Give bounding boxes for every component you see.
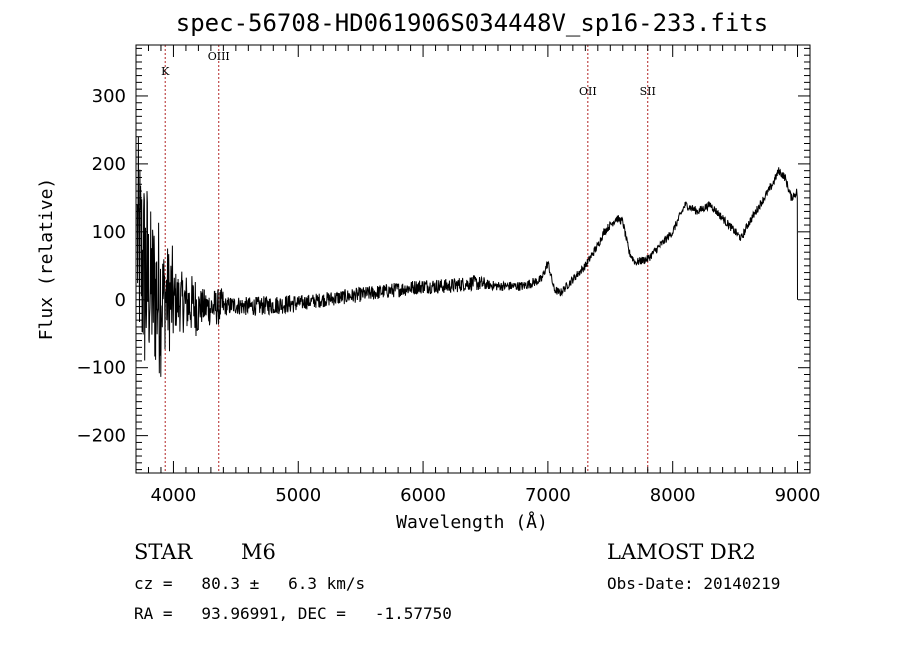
y-tick-label: 200 — [92, 154, 126, 175]
spectral-line-label: SII — [640, 85, 656, 98]
survey-name: LAMOST DR2 — [607, 540, 756, 564]
y-tick-label: −100 — [77, 358, 126, 379]
x-tick-label: 7000 — [525, 485, 571, 506]
x-tick-label: 8000 — [650, 485, 696, 506]
x-tick-label: 4000 — [151, 485, 197, 506]
spectrum-line — [136, 136, 798, 377]
plot-frame — [135, 44, 811, 474]
x-tick-label: 9000 — [775, 485, 821, 506]
y-tick-label: 0 — [115, 290, 126, 311]
object-subclass: M6 — [241, 540, 276, 564]
y-tick-label: 300 — [92, 86, 126, 107]
spectral-line-label: OIII — [208, 50, 230, 63]
spectral-line-markers: K OIII OII SII — [161, 45, 656, 473]
x-tick-label: 5000 — [275, 485, 321, 506]
observation-date: Obs-Date: 20140219 — [607, 574, 780, 593]
chart-title: spec-56708-HD061906S034448V_sp16-233.fit… — [176, 9, 768, 37]
y-axis-label: Flux (relative) — [36, 178, 57, 341]
object-class: STAR — [134, 540, 193, 564]
axis-ticks: 4000 5000 6000 7000 8000 9000 −200 −100 0 100 200 3… — [77, 45, 821, 506]
spectrum-trace-group — [136, 136, 798, 377]
x-tick-label: 6000 — [400, 485, 446, 506]
spectral-line-label: K — [161, 65, 170, 78]
coordinates: RA = 93.96991, DEC = -1.57750 — [134, 604, 452, 623]
y-tick-label: −200 — [77, 426, 126, 447]
x-axis-label: Wavelength (Å) — [396, 511, 548, 533]
redshift-value: cz = 80.3 ± 6.3 km/s — [134, 574, 365, 593]
spectral-line-label: OII — [579, 85, 597, 98]
y-tick-label: 100 — [92, 222, 126, 243]
